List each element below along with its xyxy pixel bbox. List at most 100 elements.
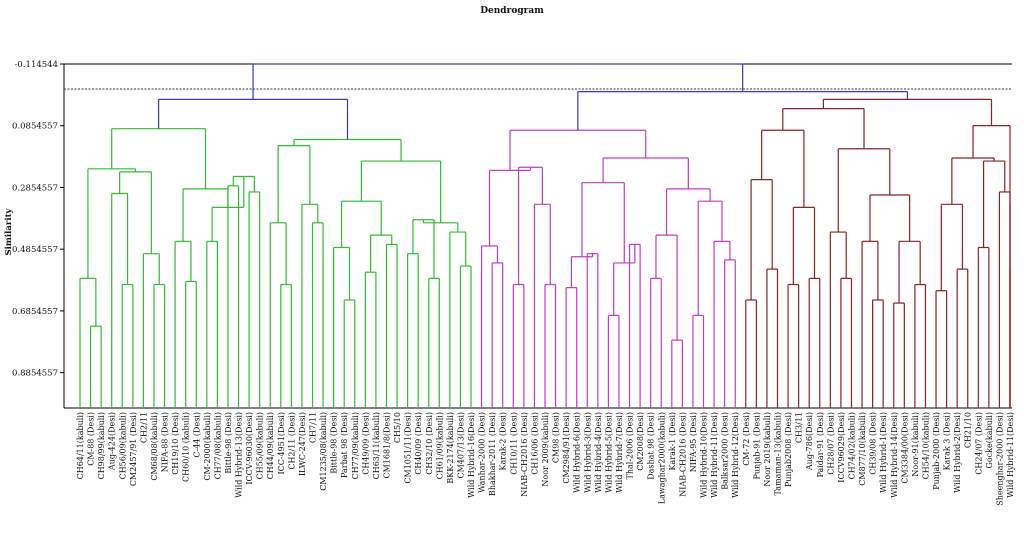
leaf-label: CH39/08 (Desi) <box>869 412 878 475</box>
leaf-label: CH77/09(kabuli) <box>351 412 360 479</box>
leaf-label: Wild Hybrid-6(Desi) <box>573 412 582 493</box>
leaf-label: CH10/11 (Desi) <box>509 412 518 475</box>
leaf-label: Wild Hybrid-4(Desi) <box>594 412 603 493</box>
leaf-label: Wild Hybrid-14(Desi) <box>890 412 899 498</box>
leaf-label: Wild Hybrid-1(Desi) <box>879 412 888 493</box>
leaf-label: Noor-91(kabuli) <box>911 412 920 477</box>
leaf-label: CH24/07 (Desi) <box>974 412 983 475</box>
leaf-label: CH61/09(kabuli) <box>435 412 444 479</box>
leaf-label: CH63/11(kabuli) <box>372 412 381 479</box>
leaf-label: Punjab-91 (Desi) <box>752 412 761 480</box>
leaf-label: CH44/09(kabuli) <box>266 412 275 479</box>
leaf-label: Dashat 98 (Desi) <box>647 412 656 480</box>
leaf-label: CM68/08(kabuli) <box>150 412 159 481</box>
leaf-label: CM407/13(Desi) <box>456 412 465 479</box>
y-ticks: -0.114544 0.0854557 0.2854557 0.4854557 0.68… <box>12 60 64 379</box>
leaf-label: CH5/10 <box>393 412 402 443</box>
leaf-label: CH32/10 (Desi) <box>425 412 434 475</box>
leaf-label: CH16/06 (Desi) <box>530 412 539 475</box>
leaf-label: NIAB-CH2016 (Desi) <box>520 412 529 497</box>
leaf-label: CH54/10(kabuli) <box>921 412 930 479</box>
leaf-label: CH3/11 <box>795 412 804 443</box>
leaf-label: ILWC-247(Desi) <box>298 412 307 476</box>
leaf-label: Sheenghar-2000 (Desi) <box>995 412 1004 506</box>
leaf-label: Wild Hybrid-16(Desi) <box>467 412 476 498</box>
leaf-label: CH19/10 (Desi) <box>171 412 180 475</box>
leaf-label: CM877/10(kabuli) <box>858 412 867 486</box>
leaf-label: NIFA-95 (Desi) <box>689 412 698 472</box>
leaf-label: CM2984/91(Desi) <box>562 412 571 484</box>
leaf-label: ICC-4951(Desi) <box>277 412 286 475</box>
leaf-label: Noor 2009(kabuli) <box>541 412 550 487</box>
leaf-label: CM2008(Desi) <box>636 412 645 471</box>
leaf-label: Wild Hybrid-11(Desi) <box>710 412 719 498</box>
leaf-label: Balksar2000 (Desi) <box>721 412 730 490</box>
leaf-label: Gocke(kabuli) <box>985 412 994 469</box>
leaf-label: CM2457/91 (Desi) <box>129 412 138 486</box>
dendrogram-links <box>79 63 1011 408</box>
leaf-label: CH2/11 (Desi) <box>287 412 296 470</box>
leaf-label: Wild Hybrid-7(Desi) <box>615 412 624 493</box>
leaf-label: CM-72 (Desi) <box>742 412 751 466</box>
leaf-label: CH77/08(kabuli) <box>213 412 222 479</box>
leaf-label: Karak-2 (Desi) <box>499 412 508 470</box>
leaf-label: CH64/11(kabuli) <box>76 412 85 479</box>
leaf-label: CH60/10 (kabuli) <box>182 412 191 482</box>
y-tick-label: -0.114544 <box>15 60 58 70</box>
leaf-label: Thal-2006 (Desi) <box>626 412 635 479</box>
leaf-label: Aug-786(Desi) <box>805 412 814 471</box>
leaf-label: CM98 (Desi) <box>552 412 561 463</box>
leaf-label: Tamaman-13(kabuli) <box>774 412 783 495</box>
leaf-label: Noor 2019(kabuli) <box>763 412 772 487</box>
leaf-label: CM3384/00(Desi) <box>900 412 909 484</box>
y-tick-label: 0.6854557 <box>12 307 58 317</box>
leaf-label: CH40/09 (Desi) <box>414 412 423 475</box>
leaf-label: Wild Hybrid-3(Desi) <box>583 412 592 493</box>
leaf-label: CM1235/08(kabuli) <box>319 412 328 491</box>
leaf-label: ICCV-96030(Desi) <box>245 412 254 485</box>
y-tick-label: 0.4854557 <box>12 245 58 255</box>
leaf-label: C-44 (Desi) <box>192 412 201 458</box>
chart-title: Dendrogram <box>480 6 544 16</box>
y-tick-label: 0.8854557 <box>12 369 58 379</box>
leaf-label: Wild Hybrid-2(Desi) <box>953 412 962 493</box>
leaf-label: CH21/10 <box>964 412 973 448</box>
leaf-label: Punjab2008 (Desi) <box>784 412 793 487</box>
leaf-label: CH2/11 <box>139 412 148 443</box>
leaf-label: CM-2000(kabuli) <box>203 412 212 481</box>
y-axis-label: Similarity <box>4 207 14 255</box>
leaf-label: Wanhar-2000 (Desi) <box>478 412 487 493</box>
leaf-label: CH49/09 (Desi) <box>361 412 370 475</box>
leaf-label: CH28/07 (Desi) <box>826 412 835 475</box>
leaf-label: Punjab-2000 (Desi) <box>932 412 941 490</box>
leaf-label: CH56/09(kabuli) <box>118 412 127 479</box>
y-tick-label: 0.0854557 <box>12 122 58 132</box>
leaf-label: Wild Hybrid-5(Desi) <box>604 412 613 493</box>
leaf-label: Wild Hybrid-13(Desi) <box>235 412 244 498</box>
leaf-label: CM1681/8(Desi) <box>382 412 391 479</box>
leaf-label: Bittle-98 (Desi) <box>330 412 339 474</box>
leaf-label: BKK-2174(kabuli) <box>446 412 455 484</box>
leaf-labels: CH64/11(kabuli) CM-88 (Desi) CH98/99(kabul… <box>76 412 1015 506</box>
leaf-label: Karak-1 (Desi) <box>668 412 677 470</box>
leaf-label: Parbat 98 (Desi) <box>340 412 349 478</box>
y-tick-label: 0.2854557 <box>12 183 58 193</box>
leaf-label: CH74/02(kabuli) <box>847 412 856 479</box>
leaf-label: NIFA-88 (Desi) <box>161 412 170 472</box>
leaf-label: CM1051/11(Desi) <box>404 412 413 484</box>
leaf-label: Bittle-98 (Desi) <box>224 412 233 474</box>
leaf-label: Bhakhar-2011 (Desi) <box>488 412 497 496</box>
leaf-label: CM-88 (Desi) <box>87 412 96 466</box>
leaf-label: ICCV96029(Desi) <box>837 412 846 483</box>
leaf-label: Wild Hybrid-11(Desi) <box>1006 412 1015 498</box>
leaf-label: Aug-424(Desi) <box>108 412 117 471</box>
leaf-label: CH7/11 <box>309 412 318 443</box>
leaf-label: CH98/99(kabuli) <box>97 412 106 479</box>
leaf-label: CH55/09(kabuli) <box>256 412 265 479</box>
leaf-label: Karak 3 (Desi) <box>943 412 952 470</box>
leaf-label: Wild Hybrid-12(Desi) <box>731 412 740 498</box>
leaf-label: Paidar-91 (Desi) <box>816 412 825 478</box>
leaf-label: Wild Hybrid-10(Desi) <box>700 412 709 498</box>
